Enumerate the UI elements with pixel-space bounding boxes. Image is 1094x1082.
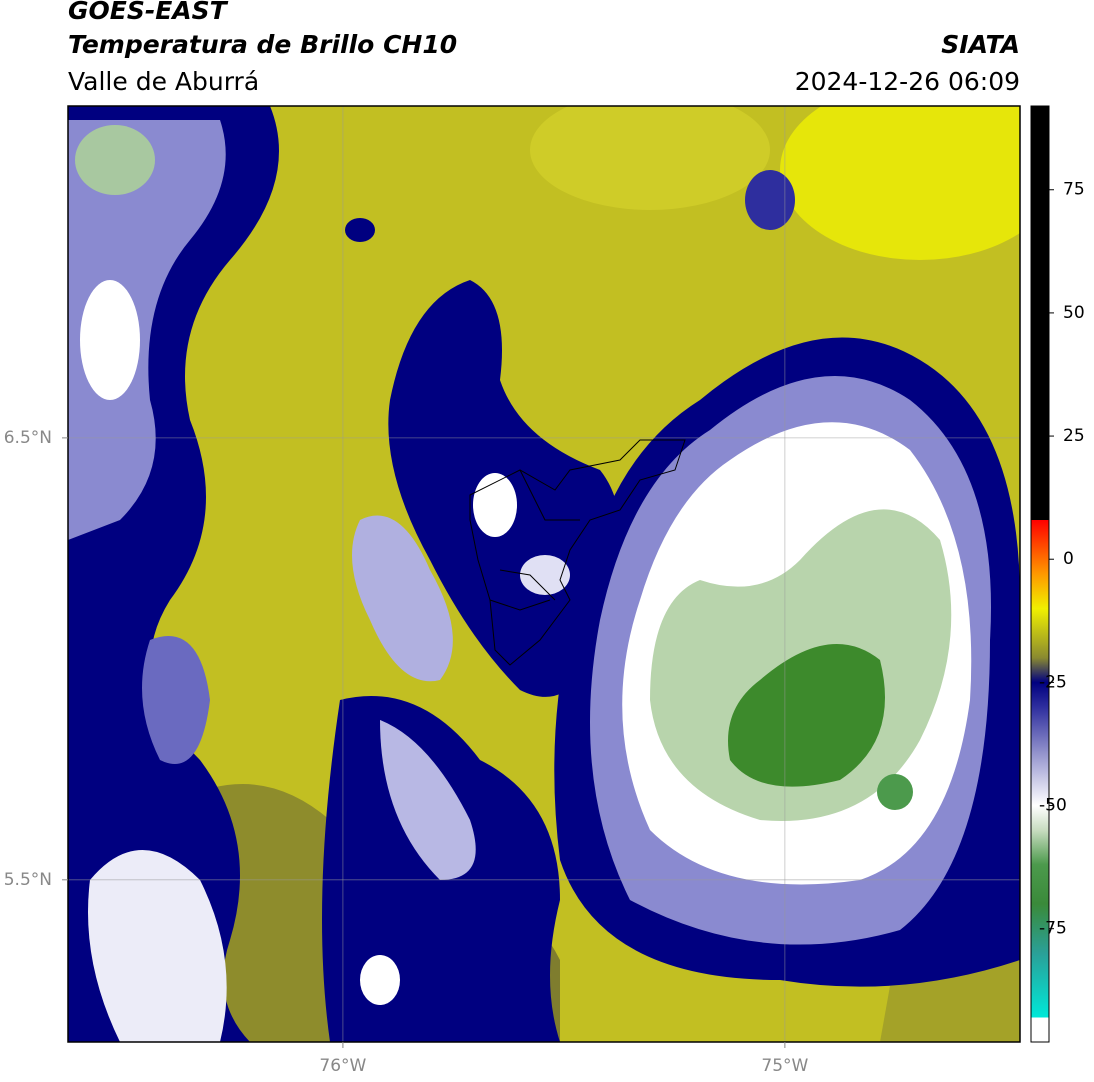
y-tick-label: 6.5°N (4, 428, 52, 448)
ticks: 76°W 75°W 6.5°N 5.5°N (4, 428, 809, 1076)
datetime: 2024-12-26 06:09 (795, 67, 1020, 96)
map-field (68, 106, 1020, 1042)
colorbar-tick-label: -50 (1039, 796, 1067, 816)
x-tick-label: 75°W (761, 1056, 808, 1076)
y-tick-label: 5.5°N (4, 870, 52, 890)
subtitle: Temperatura de Brillo CH10 (68, 30, 457, 59)
colorbar-tick-label: 50 (1063, 303, 1085, 323)
colorbar-ticks: 75 50 25 0 -25 -50 -75 (1039, 180, 1085, 939)
colorbar-tick-label: 25 (1063, 426, 1085, 446)
source: SIATA (941, 30, 1020, 59)
colorbar-tick-label: -25 (1039, 672, 1067, 692)
colorbar-tick-label: 0 (1063, 549, 1074, 569)
title: GOES-EAST (68, 0, 229, 25)
grid (68, 106, 1020, 1042)
map-frame (67, 105, 1021, 1043)
region: Valle de Aburrá (68, 67, 259, 96)
colorbar (1030, 105, 1050, 1043)
x-tick-label: 76°W (319, 1056, 366, 1076)
colorbar-tick-label: -75 (1039, 919, 1067, 939)
colorbar-tick-label: 75 (1063, 180, 1085, 200)
